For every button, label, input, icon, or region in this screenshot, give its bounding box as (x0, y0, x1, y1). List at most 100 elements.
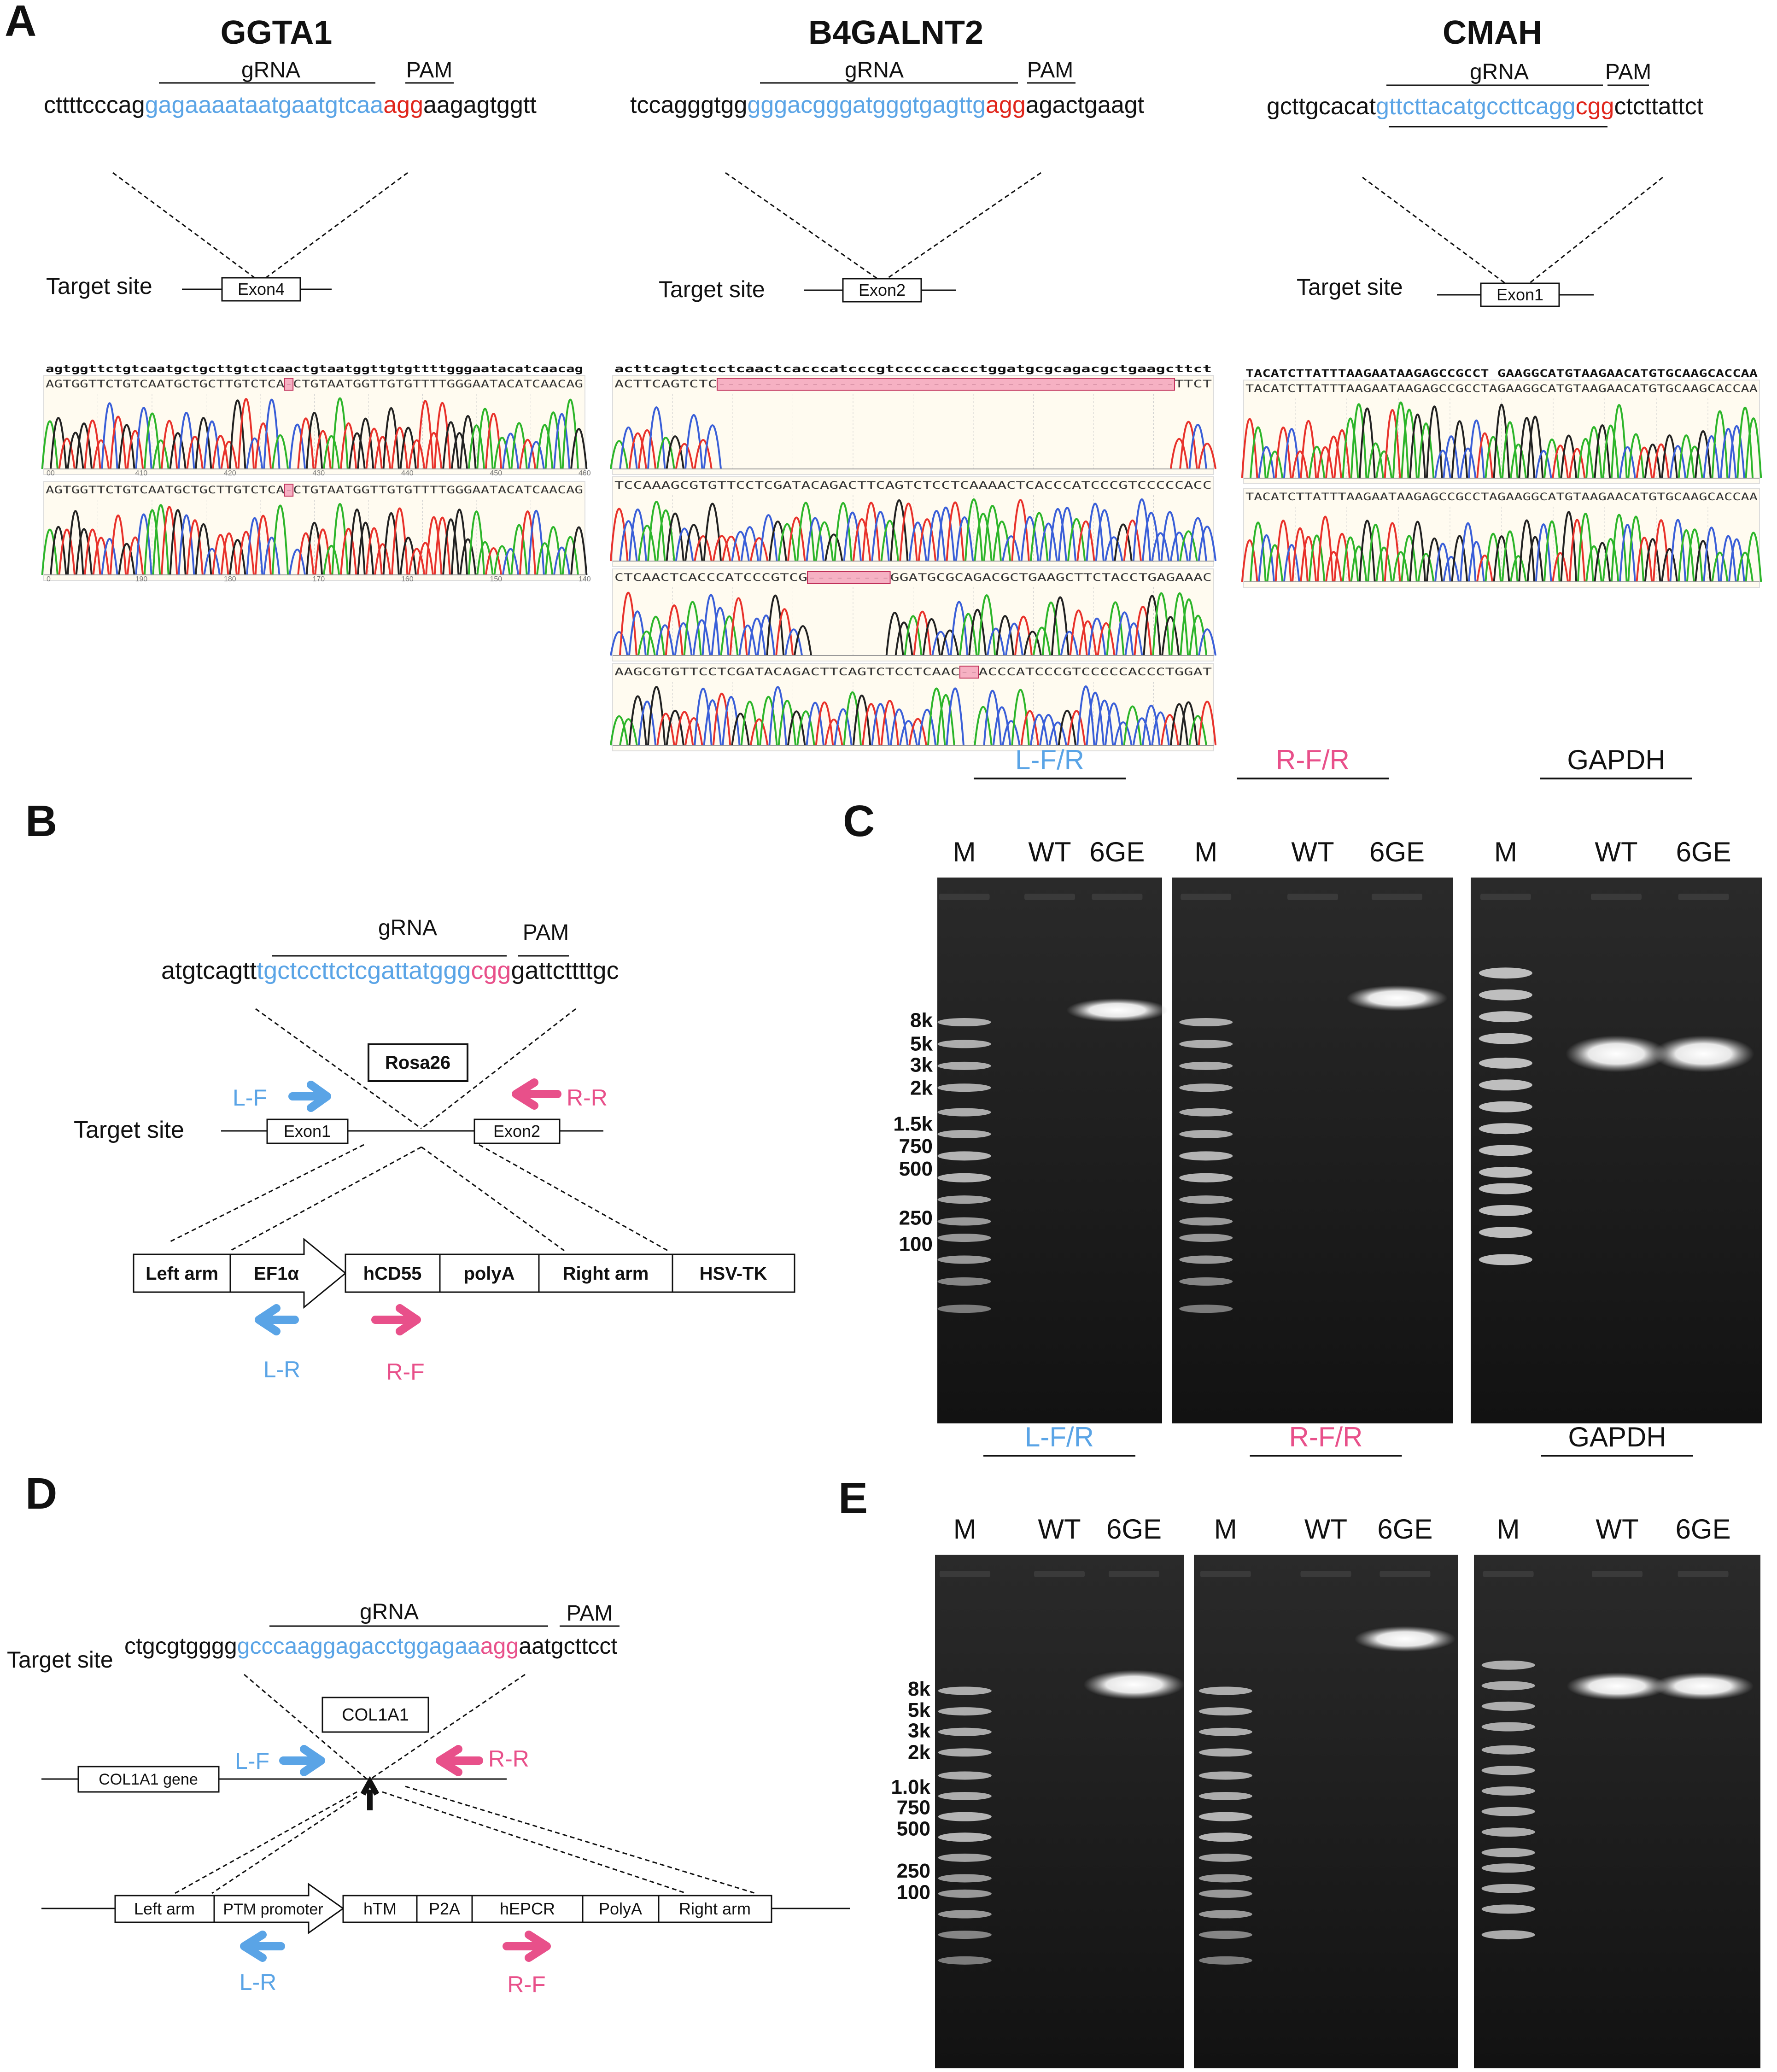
trace-peak (918, 518, 937, 562)
trace-row: TCCAAAGCGTGTTCCTCGATACAGACTTCAGTCTCCTCAA… (609, 476, 1217, 567)
trace-peak (101, 538, 118, 575)
ladder-label: 5k (910, 1032, 933, 1055)
ladder-band (1179, 1217, 1233, 1226)
gel-lfr: L-F/R M WT 6GE (937, 744, 1168, 1423)
trace-peak (510, 422, 528, 469)
trace-peak (1115, 611, 1134, 656)
lane-label: WT (1596, 1514, 1638, 1545)
ladder-band (1198, 1889, 1252, 1898)
trace-peak (314, 528, 332, 575)
trace-peak (1401, 535, 1418, 582)
target-site-label-cmah: Target site (1297, 274, 1403, 300)
lane-label: M (1494, 837, 1517, 867)
construct-right-arm-d: Right arm (679, 1899, 751, 1918)
trace-peak (983, 690, 1002, 746)
trace-peak (1169, 703, 1189, 746)
trace-peak (75, 528, 93, 575)
trace-peak (433, 402, 451, 469)
construct-promoter-d: PTM promoter (223, 1901, 323, 1918)
lane-label: 6GE (1089, 837, 1145, 867)
trace-peak (502, 548, 520, 575)
trace-peak (1300, 536, 1317, 582)
trace-row: AGTGGTTCTGTCAATGCTGCTTGTCTCA-CTGTAATGGTT… (41, 481, 591, 583)
sequence-ggta1: cttttcccaggagaaaataatgaatgtcaaaggaagagtg… (44, 92, 537, 118)
trace-tick: 430 (313, 469, 325, 477)
sequence-b: atgtcagtttgctccttctcgattatgggcgggattcttt… (161, 957, 619, 984)
ladder-band (1179, 1277, 1233, 1286)
ladder-band (1198, 1931, 1252, 1939)
gel-images: L-F/R M WT 6GE R-F/R M WT 6GE GAPDH M WT 6GE L-F/R M W… (891, 744, 1762, 2068)
trace-peak (1526, 536, 1544, 582)
rf-label-b: R-F (386, 1359, 424, 1385)
trace-peak (288, 423, 306, 469)
trace-peak (143, 509, 161, 575)
trace-peak (777, 523, 797, 562)
construct-left-arm-d: Left arm (134, 1899, 195, 1918)
lane-label: 6GE (1676, 837, 1731, 867)
ladder-band (1479, 1227, 1532, 1238)
ladder-band (938, 1832, 992, 1842)
trace-peak (126, 430, 144, 469)
trace-peak (955, 516, 974, 562)
trace-peak (731, 531, 750, 562)
trace-peak (152, 439, 170, 469)
trace-peak (1443, 556, 1460, 582)
lane-label: M (953, 1514, 976, 1545)
trace-peak (637, 701, 657, 746)
trace-tick: 420 (224, 469, 236, 477)
ladder-band (1198, 1812, 1252, 1821)
trace-peak (806, 517, 824, 562)
trace-sequence: TACATCTTATTTAAGAATAAGAGCCGCCTAGAAGGCATGT… (1245, 383, 1758, 395)
ladder-band (1198, 1686, 1252, 1695)
trace-peak (1375, 451, 1393, 479)
trace-peak (135, 407, 152, 469)
ladder-band (1179, 1018, 1233, 1027)
trace-peak (75, 422, 93, 469)
trace-peak (637, 525, 657, 562)
trace-peak (815, 701, 834, 746)
trace-peak (561, 536, 579, 575)
trace-peak (936, 694, 955, 746)
trace-peak (237, 531, 255, 575)
trace-peak (757, 615, 776, 656)
trace-tick: 170 (313, 575, 325, 583)
locus-rosa26: Rosa26 (385, 1053, 450, 1073)
gel-rfr: R-F/R M WT 6GE (1172, 744, 1453, 1423)
ladder-band (937, 1255, 991, 1264)
trace-peak (1619, 524, 1636, 582)
trace-peak (908, 521, 927, 562)
lr-label-b: L-R (263, 1357, 301, 1382)
trace-peak (806, 702, 824, 746)
trace-peak (195, 417, 212, 469)
trace-peak (784, 628, 803, 656)
ladder-band (1179, 1108, 1233, 1117)
ladder-label: 8k (908, 1678, 930, 1700)
trace-peak (1179, 530, 1198, 562)
deletion-highlight (716, 378, 1175, 391)
ladder-band (1179, 1195, 1233, 1204)
lane-label: 6GE (1106, 1514, 1162, 1545)
lane-label: WT (1038, 1514, 1081, 1545)
trace-peak (1241, 539, 1258, 582)
gel-title: L-F/R (1015, 744, 1084, 775)
trace-peak (476, 408, 494, 469)
trace-peak (1367, 442, 1384, 479)
rf-arrow-icon (371, 1304, 421, 1335)
trace-tick: 180 (224, 575, 236, 583)
ladder-band (1479, 967, 1532, 979)
sequence-cmah: gcttgcacatgttcttacatgccttcaggcggctcttatt… (1267, 93, 1704, 120)
lf-label-b: L-F (233, 1085, 267, 1111)
trace-tick: 460 (579, 469, 591, 477)
trace-peak (527, 440, 545, 469)
trace-peak (442, 421, 460, 469)
cut-site-arrow-icon (360, 1776, 380, 1810)
trace-peak (1124, 622, 1143, 656)
trace-peak (1535, 450, 1552, 479)
trace-peak (610, 631, 628, 656)
trace-peak (666, 710, 684, 746)
trace-peak (246, 437, 263, 469)
construct-gene2-d: hEPCR (500, 1899, 555, 1918)
ladder-band (938, 1792, 992, 1801)
trace-peak (220, 440, 238, 469)
trace-peak (160, 420, 178, 469)
